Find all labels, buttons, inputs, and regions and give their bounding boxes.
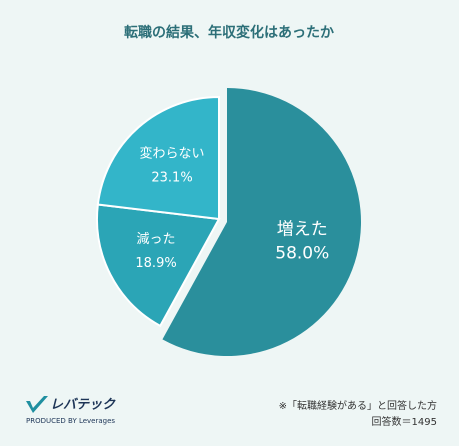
value-label: 18.9% [135, 256, 176, 271]
slice-label: 変わらない [140, 146, 205, 162]
slice-label: 増えた [277, 219, 328, 239]
value-label: 23.1% [151, 171, 192, 186]
note: ※「転職経験がある」と回答した方 [279, 399, 437, 412]
slice-label: 減った [137, 231, 176, 247]
logo-name: レバテック [50, 398, 116, 413]
chart-title: 転職の結果、年収変化はあったか [124, 24, 334, 41]
pie-slice [96, 203, 221, 328]
note: 回答数＝1495 [372, 415, 437, 428]
pie-slice [96, 95, 220, 221]
value-label: 58.0% [275, 243, 329, 263]
pie-slice [162, 88, 361, 356]
logo-mark [26, 396, 48, 413]
logo-tagline: PRODUCED BY Leverages [26, 417, 115, 425]
